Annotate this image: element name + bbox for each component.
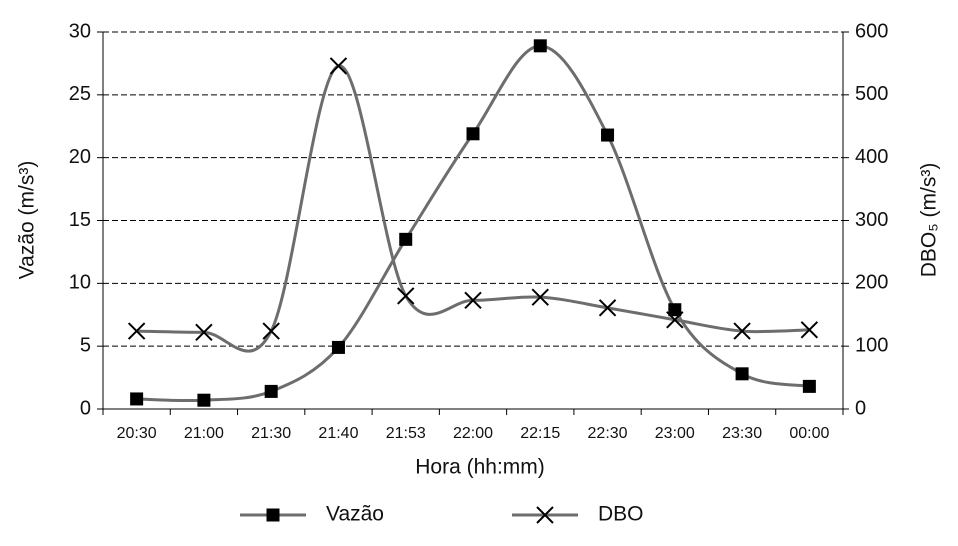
x-tick-label: 21:40: [318, 425, 358, 442]
y2-tick-label: 0: [855, 397, 866, 419]
x-tick-label: 00:00: [789, 425, 829, 442]
y2-tick-label: 600: [855, 20, 888, 42]
y2-axis-title: DBO₅ (m/s³): [918, 163, 941, 278]
y-tick-label: 0: [80, 397, 91, 419]
data-point: [601, 128, 615, 142]
x-tick-label: 22:30: [588, 425, 628, 442]
y2-tick-label: 300: [855, 209, 888, 231]
data-point: [127, 322, 146, 340]
data-point: [262, 322, 280, 340]
data-point: [800, 321, 819, 339]
y2-tick-label: 500: [855, 83, 888, 105]
legend-label: DBO: [598, 503, 644, 526]
data-point: [329, 57, 348, 75]
data-point: [668, 303, 682, 317]
data-point: [331, 340, 345, 354]
y-tick-label: 20: [69, 146, 91, 168]
data-point: [397, 287, 415, 305]
y-axis-title: Vazão (m/s³): [16, 161, 39, 280]
data-point: [598, 299, 617, 317]
data-point: [735, 367, 749, 381]
series-line: [136, 64, 810, 353]
data-point: [130, 392, 144, 406]
y2-tick-label: 400: [855, 146, 888, 168]
x-tick-label: 20:30: [117, 425, 157, 442]
y-tick-label: 30: [69, 20, 91, 42]
data-point: [464, 291, 482, 310]
x-tick-label: 21:30: [251, 425, 291, 442]
x-tick-label: 22:15: [520, 425, 560, 442]
data-point: [197, 393, 211, 407]
data-point: [264, 384, 278, 398]
y-tick-label: 5: [80, 334, 91, 356]
data-point: [733, 322, 751, 340]
y2-tick-label: 200: [855, 272, 888, 294]
x-tick-label: 21:00: [184, 425, 224, 442]
legend-marker: [536, 506, 554, 524]
data-point: [533, 39, 547, 53]
y2-tick-label: 100: [855, 334, 888, 356]
x-axis-title: Hora (hh:mm): [415, 456, 545, 479]
data-point: [466, 127, 480, 141]
x-tick-label: 23:30: [722, 425, 762, 442]
x-tick-label: 21:53: [386, 425, 426, 442]
legend-marker: [266, 508, 280, 522]
y-tick-label: 15: [69, 209, 91, 231]
data-point: [399, 232, 413, 246]
y-tick-label: 10: [69, 272, 91, 294]
data-point: [531, 288, 549, 306]
y-tick-label: 25: [69, 83, 91, 105]
legend-label: Vazão: [326, 503, 384, 526]
data-point: [195, 323, 213, 342]
data-point: [666, 311, 684, 329]
data-point: [802, 379, 816, 393]
x-tick-label: 22:00: [453, 425, 493, 442]
x-tick-label: 23:00: [655, 425, 695, 442]
